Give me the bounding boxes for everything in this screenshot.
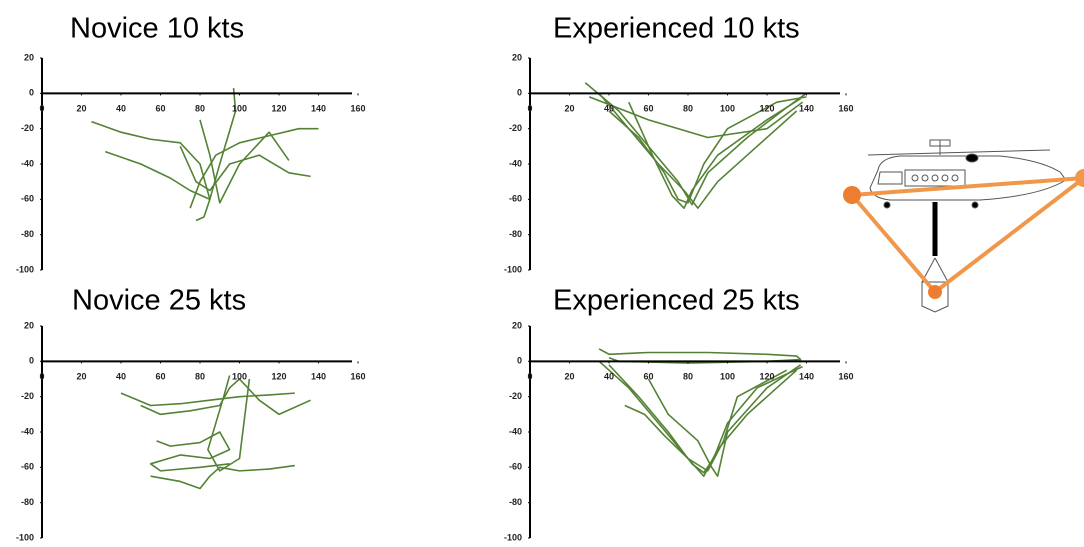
y-tick-label: -80 [509, 497, 522, 507]
x-tick-label: 60 [643, 104, 653, 114]
x-tick-label: 160 [350, 372, 365, 382]
y-tick-label: -60 [21, 194, 34, 204]
trajectory [151, 432, 230, 471]
y-tick-label: -40 [21, 158, 34, 168]
x-tick-label: 80 [683, 104, 693, 114]
y-tick-label: -20 [21, 123, 34, 133]
x-tick-label: 40 [116, 104, 126, 114]
x-tick-label: 40 [604, 104, 614, 114]
x-tick-label: 80 [683, 372, 693, 382]
x-tick-label: 60 [155, 104, 165, 114]
x-tick-label: 60 [643, 372, 653, 382]
x-tick-label: 140 [799, 372, 814, 382]
y-tick-label: 20 [512, 320, 522, 330]
x-tick-label: 60 [155, 372, 165, 382]
x-tick-label: 100 [232, 372, 247, 382]
chart-title: Experienced 10 kts [553, 13, 800, 45]
x-tick-label: 80 [195, 372, 205, 382]
y-tick-label: -100 [16, 532, 34, 542]
x-tick-label: 20 [564, 372, 574, 382]
y-tick-label: -100 [16, 264, 34, 274]
x-tick-label: 40 [116, 372, 126, 382]
x-tick-label: 100 [720, 372, 735, 382]
x-tick-label: 100 [720, 104, 735, 114]
y-tick-label: -80 [21, 497, 34, 507]
y-tick-label: 20 [512, 52, 522, 62]
y-tick-label: -60 [509, 194, 522, 204]
x-tick-label: 80 [195, 104, 205, 114]
y-tick-label: 0 [517, 88, 522, 98]
y-tick-label: 0 [29, 356, 34, 366]
x-tick-label: 0 [39, 372, 44, 382]
y-tick-label: 0 [29, 88, 34, 98]
x-tick-label: 120 [271, 104, 286, 114]
x-tick-label: 100 [232, 104, 247, 114]
x-tick-label: 20 [76, 104, 86, 114]
x-tick-label: 120 [271, 372, 286, 382]
figure: Novice 10 kts -100 -80 -60 -40 -20 0 20 0 20 40 60 8… [0, 0, 1084, 547]
x-tick-label: 20 [76, 372, 86, 382]
chart-title: Experienced 25 kts [553, 285, 800, 317]
x-tick-label: 120 [759, 372, 774, 382]
chart-title: Novice 10 kts [70, 13, 244, 45]
y-tick-label: -20 [509, 123, 522, 133]
y-tick-label: -80 [509, 229, 522, 239]
x-tick-label: 160 [350, 104, 365, 114]
y-tick-label: 20 [24, 320, 34, 330]
trajectory [141, 379, 311, 414]
y-tick-label: -40 [21, 426, 34, 436]
x-tick-label: 140 [799, 104, 814, 114]
trajectory [180, 146, 310, 190]
trajectory [121, 393, 295, 405]
x-tick-label: 40 [604, 372, 614, 382]
y-tick-label: -60 [509, 462, 522, 472]
x-tick-label: 20 [564, 104, 574, 114]
y-tick-label: -100 [504, 264, 522, 274]
x-tick-label: 0 [527, 372, 532, 382]
x-tick-label: 160 [838, 104, 853, 114]
y-tick-label: -40 [509, 426, 522, 436]
y-tick-label: -20 [509, 391, 522, 401]
helicopter-diagram [868, 140, 1066, 312]
x-tick-label: 140 [311, 372, 326, 382]
x-tick-label: 0 [527, 104, 532, 114]
trajectory [200, 120, 289, 203]
x-tick-label: 0 [39, 104, 44, 114]
chart-title: Novice 25 kts [72, 285, 246, 317]
y-tick-label: -20 [21, 391, 34, 401]
x-tick-label: 160 [838, 372, 853, 382]
x-tick-label: 120 [759, 104, 774, 114]
x-tick-label: 140 [311, 104, 326, 114]
y-tick-label: -60 [21, 462, 34, 472]
y-tick-label: 0 [517, 356, 522, 366]
y-tick-label: -80 [21, 229, 34, 239]
y-tick-label: 20 [24, 52, 34, 62]
y-tick-label: -40 [509, 158, 522, 168]
y-tick-label: -100 [504, 532, 522, 542]
